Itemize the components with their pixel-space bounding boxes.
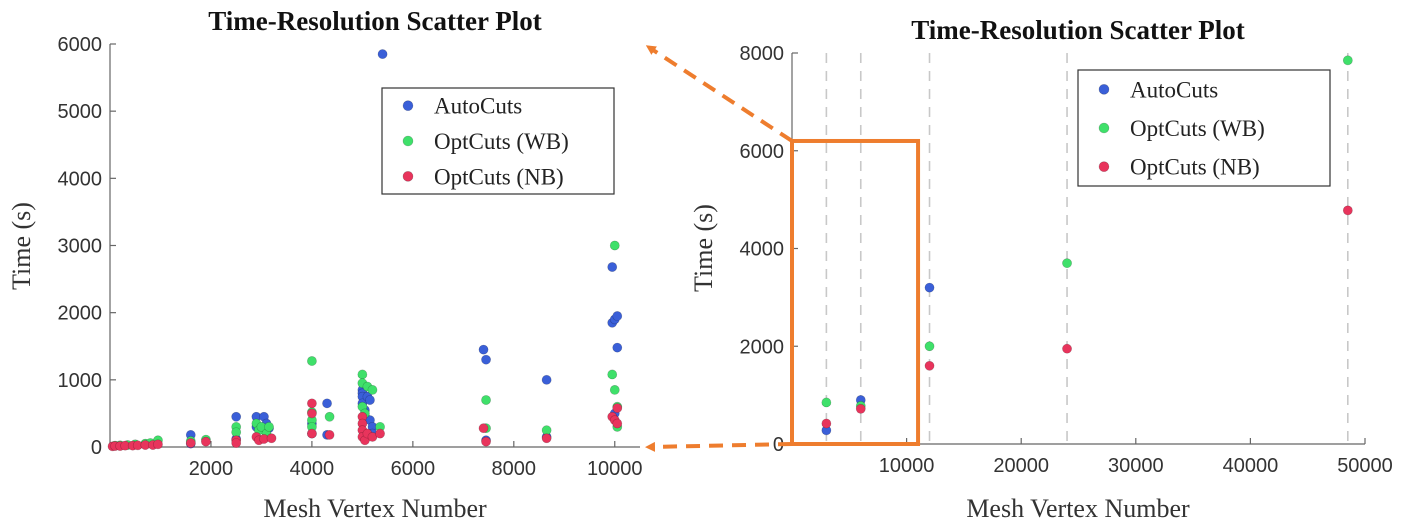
x-tick-label: 50000	[1337, 455, 1393, 477]
zoom-annotation	[645, 45, 794, 452]
legend-entry: AutoCuts	[434, 94, 522, 119]
legend-marker	[1098, 122, 1110, 134]
data-point	[264, 421, 274, 432]
legend-marker	[402, 100, 414, 111]
data-point	[855, 403, 866, 414]
data-point	[481, 436, 491, 447]
data-point	[924, 341, 935, 352]
x-tick-label: 10000	[587, 458, 643, 480]
y-tick-label: 0	[91, 437, 102, 459]
legend-entry: OptCuts (WB)	[434, 129, 569, 154]
zoom-arrow-top	[645, 45, 794, 143]
data-point	[821, 397, 832, 408]
legend-entry: OptCuts (NB)	[434, 164, 564, 189]
x-tick-label: 10000	[879, 455, 935, 477]
y-tick-label: 6000	[740, 141, 785, 163]
y-axis-label: Time (s)	[689, 204, 718, 292]
legend-frame	[381, 87, 615, 195]
legend-marker	[402, 135, 414, 147]
data-point	[231, 411, 242, 422]
data-point	[609, 385, 620, 395]
data-point	[201, 436, 211, 447]
y-tick-label: 2000	[740, 336, 785, 358]
x-tick-label: 30000	[1108, 455, 1164, 477]
x-tick-label: 40000	[1223, 455, 1279, 477]
x-axis-label: Mesh Vertex Number	[263, 494, 487, 523]
scatter-chart-left: 0 1000 2000 3000 4000 5000 6000 2000 4000 6000 800…	[7, 6, 643, 523]
data-point	[375, 428, 385, 439]
data-point	[612, 403, 623, 413]
data-point	[231, 438, 242, 448]
zoom-arrow-bottom	[645, 441, 793, 452]
data-point	[924, 360, 935, 371]
data-point	[307, 398, 317, 409]
legend-frame	[1077, 69, 1331, 187]
data-point	[607, 369, 618, 380]
data-point	[324, 430, 335, 440]
legend-entry: OptCuts (NB)	[1130, 155, 1260, 180]
chart-title: Time-Resolution Scatter Plot	[208, 6, 541, 36]
data-point	[612, 342, 623, 353]
legend-marker	[1098, 161, 1110, 172]
x-tick-label: 8000	[492, 458, 537, 480]
data-point	[1342, 205, 1353, 216]
data-point	[365, 395, 375, 405]
legend-entry: AutoCuts	[1130, 77, 1218, 102]
data-point	[307, 356, 317, 366]
data-point	[478, 423, 489, 434]
data-point	[367, 385, 378, 395]
data-point	[541, 374, 552, 385]
data-point	[924, 282, 935, 293]
y-tick-label: 3000	[58, 236, 103, 258]
data-point	[324, 411, 335, 422]
data-point	[377, 49, 388, 59]
data-point	[1342, 55, 1353, 66]
x-axis-label: Mesh Vertex Number	[966, 494, 1190, 523]
y-tick-label: 2000	[58, 303, 103, 325]
data-point	[1062, 258, 1072, 269]
x-tick-label: 2000	[189, 458, 234, 480]
data-point	[609, 240, 620, 251]
data-point	[307, 408, 317, 419]
scatter-chart-right: 0200040006000800010000200003000040000500…	[689, 15, 1393, 523]
data-point	[185, 438, 196, 448]
zoom-highlight-box	[790, 138, 921, 446]
data-point	[612, 311, 623, 321]
legend: AutoCuts OptCuts (WB) OptCuts (NB)	[1077, 69, 1331, 187]
x-tick-label: 4000	[290, 458, 335, 480]
x-tick-label: 20000	[993, 455, 1049, 477]
data-point	[541, 433, 552, 444]
y-tick-label: 8000	[740, 43, 785, 65]
x-tick-label: 6000	[391, 458, 436, 480]
y-axis-label: Time (s)	[7, 202, 36, 290]
legend-marker	[402, 171, 414, 182]
y-tick-label: 5000	[58, 101, 103, 123]
y-tick-label: 6000	[58, 34, 103, 56]
data-point	[1062, 343, 1072, 354]
legend: AutoCuts OptCuts (WB) OptCuts (NB)	[381, 87, 615, 195]
chart-title: Time-Resolution Scatter Plot	[911, 15, 1244, 45]
legend-marker	[1098, 84, 1110, 95]
y-tick-label: 1000	[58, 370, 103, 392]
data-point	[478, 344, 489, 355]
data-point	[266, 433, 277, 444]
y-tick-label: 4000	[740, 239, 785, 261]
data-point	[612, 418, 623, 429]
data-point	[153, 439, 163, 450]
legend-entry: OptCuts (WB)	[1130, 116, 1265, 141]
data-point	[607, 262, 618, 272]
data-point	[481, 395, 491, 405]
data-point	[481, 354, 491, 365]
data-point	[357, 369, 368, 380]
y-tick-label: 4000	[58, 168, 103, 190]
data-point	[322, 398, 332, 409]
data-point	[307, 428, 317, 439]
data-point	[821, 418, 832, 429]
